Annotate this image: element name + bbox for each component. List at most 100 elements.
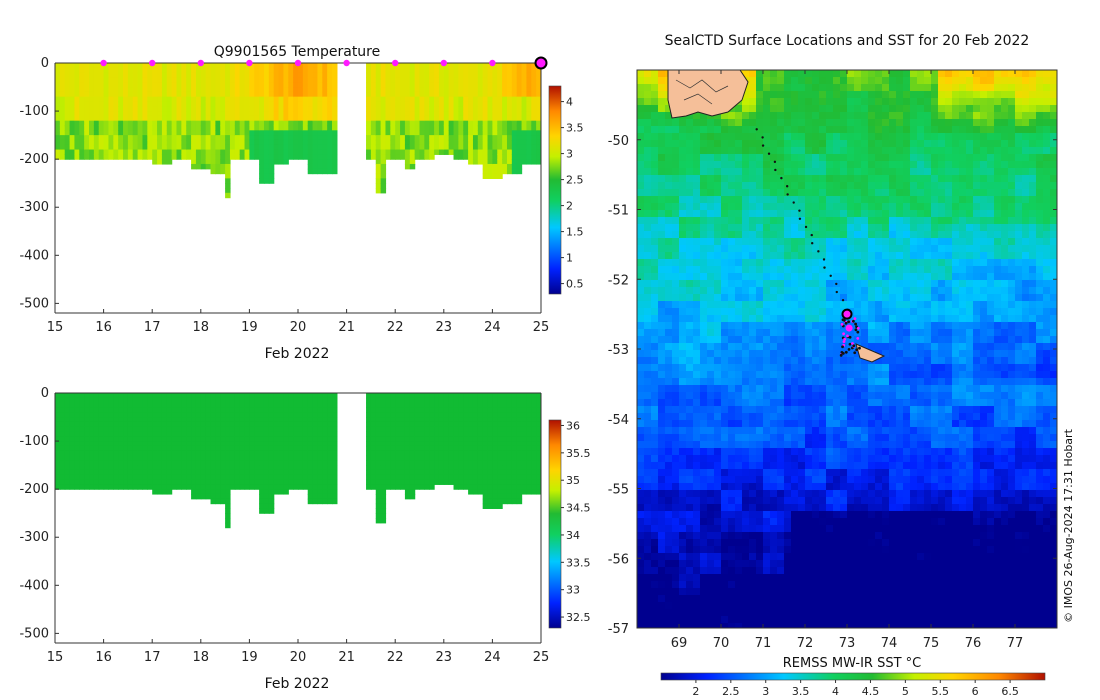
profile-cell xyxy=(79,91,85,98)
profile-cell xyxy=(385,455,391,461)
profile-cell xyxy=(220,115,226,122)
profile-cell xyxy=(400,474,406,481)
profile-cell xyxy=(395,106,401,112)
profile-cell xyxy=(370,77,377,83)
sst-cell xyxy=(798,126,806,134)
profile-cell xyxy=(278,144,285,151)
profile-cell xyxy=(531,426,537,433)
profile-cell xyxy=(317,149,323,155)
profile-cell xyxy=(127,412,134,418)
profile-cell xyxy=(127,484,134,490)
profile-cell xyxy=(137,149,144,155)
profile-cell xyxy=(132,149,139,155)
profile-cell xyxy=(132,91,139,98)
profile-cell xyxy=(118,87,124,93)
profile-cell xyxy=(400,139,406,146)
profile-cell xyxy=(103,130,110,136)
profile-cell xyxy=(380,397,387,404)
profile-cell xyxy=(404,67,411,74)
profile-cell xyxy=(370,397,377,404)
profile-cell xyxy=(395,101,401,107)
profile-cell xyxy=(205,460,212,466)
sst-cell xyxy=(812,105,820,113)
profile-cell xyxy=(132,445,139,452)
profile-cell xyxy=(239,426,246,433)
profile-cell xyxy=(322,67,328,74)
profile-cell xyxy=(210,144,216,151)
profile-cell xyxy=(312,72,319,79)
profile-cell xyxy=(123,445,129,452)
profile-cell xyxy=(59,67,66,74)
sst-cell xyxy=(994,154,1002,162)
profile-cell xyxy=(123,149,129,155)
profile-cell xyxy=(215,63,221,69)
profile-cell xyxy=(448,407,455,413)
profile-cell xyxy=(438,125,445,131)
profile-cell xyxy=(161,96,168,103)
sst-cell xyxy=(826,84,834,92)
sst-cell xyxy=(833,119,841,127)
profile-cell xyxy=(234,397,241,404)
profile-cell xyxy=(113,455,119,461)
profile-cell xyxy=(278,421,285,428)
profile-cell xyxy=(69,445,76,452)
sst-cell xyxy=(714,161,722,169)
profile-cell xyxy=(263,135,270,141)
profile-cell xyxy=(186,87,192,93)
sst-cell xyxy=(959,70,967,78)
sst-cell xyxy=(945,140,953,148)
profile-cell xyxy=(453,474,459,481)
profile-cell xyxy=(195,139,202,146)
profile-cell xyxy=(487,479,493,485)
profile-cell xyxy=(332,489,338,495)
profile-cell xyxy=(69,154,76,160)
profile-cell xyxy=(312,159,319,165)
profile-cell xyxy=(497,402,503,409)
profile-cell xyxy=(443,91,450,98)
profile-cell xyxy=(482,149,489,155)
profile-cell xyxy=(259,484,265,490)
profile-cell xyxy=(55,436,61,442)
profile-cell xyxy=(113,91,119,98)
profile-cell xyxy=(132,135,139,141)
profile-cell xyxy=(298,450,304,457)
profile-cell xyxy=(409,460,416,466)
sst-cell xyxy=(693,133,701,141)
profile-cell xyxy=(176,67,182,74)
profile-cell xyxy=(458,469,464,476)
sst-cell xyxy=(672,133,680,141)
profile-cell xyxy=(370,436,377,442)
profile-cell xyxy=(225,436,231,442)
profile-cell xyxy=(98,421,105,428)
profile-cell xyxy=(200,135,207,141)
profile-cell xyxy=(157,77,163,83)
profile-cell xyxy=(458,393,464,399)
profile-cell xyxy=(239,417,246,423)
sst-cell xyxy=(959,84,967,92)
profile-cell xyxy=(468,67,474,74)
sst-cell xyxy=(903,98,911,106)
profile-cell xyxy=(239,445,246,452)
profile-cell xyxy=(293,484,299,490)
profile-cell xyxy=(312,144,319,151)
profile-cell xyxy=(492,421,498,428)
sst-cell xyxy=(721,126,729,134)
profile-cell xyxy=(210,154,216,160)
profile-cell xyxy=(463,460,469,466)
profile-cell xyxy=(210,407,216,413)
profile-cell xyxy=(191,493,197,500)
profile-cell xyxy=(186,397,192,404)
profile-cell xyxy=(166,125,173,131)
profile-cell xyxy=(511,154,518,160)
profile-cell xyxy=(302,417,309,423)
profile-cell xyxy=(234,460,241,466)
profile-cell xyxy=(511,412,518,418)
profile-cell xyxy=(93,82,100,88)
profile-cell xyxy=(263,101,270,107)
profile-cell xyxy=(380,479,387,485)
profile-cell xyxy=(443,130,450,136)
profile-cell xyxy=(103,87,110,93)
profile-cell xyxy=(268,168,275,175)
profile-cell xyxy=(492,484,498,490)
sst-cell xyxy=(1015,98,1023,106)
